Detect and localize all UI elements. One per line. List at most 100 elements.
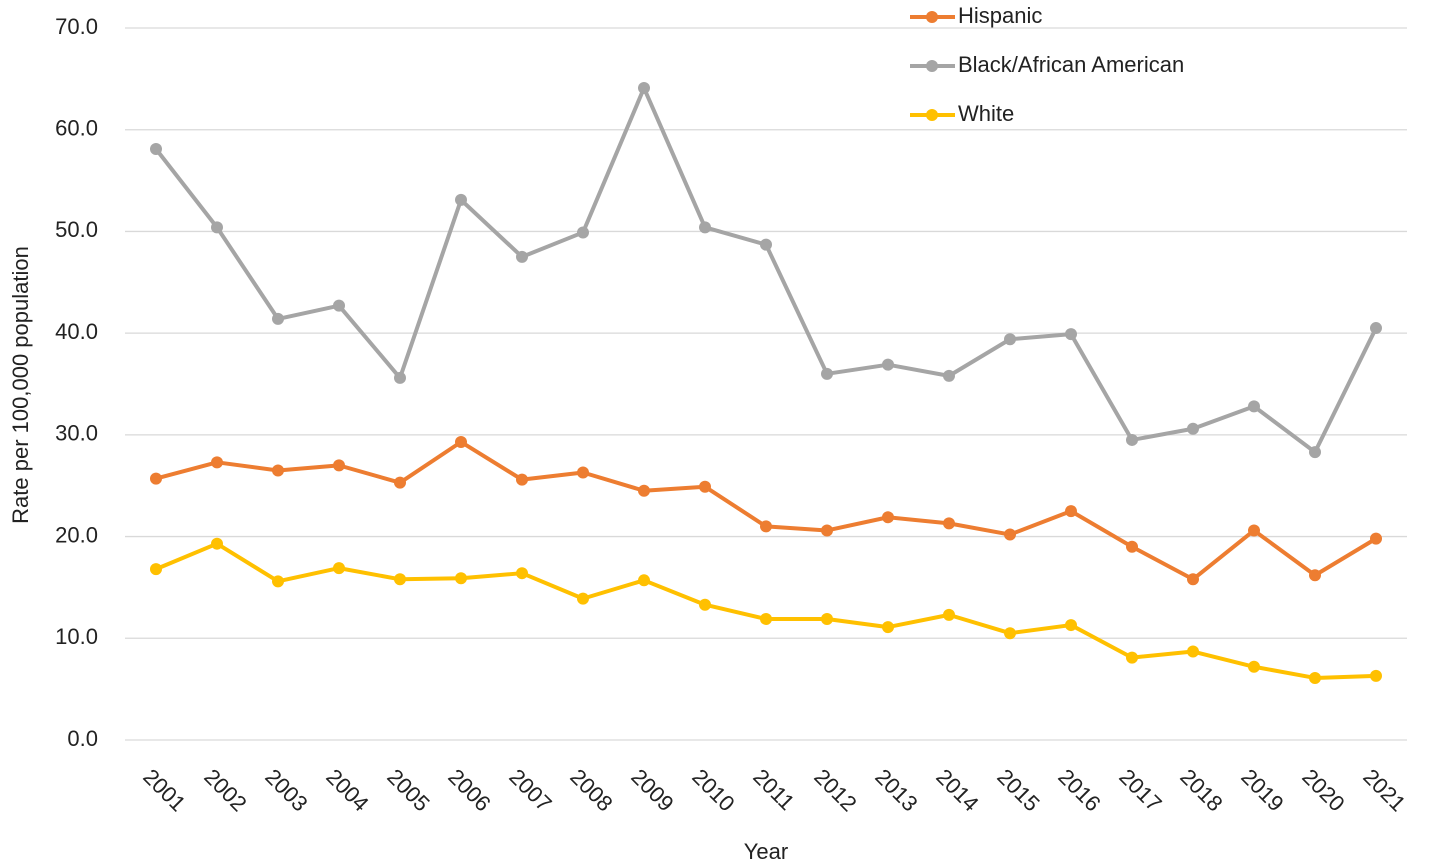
y-tick-label: 10.0 — [55, 624, 98, 649]
point — [638, 82, 650, 95]
x-tick-label: 2003 — [260, 764, 312, 816]
point — [1248, 660, 1260, 673]
point — [333, 562, 345, 575]
point — [882, 358, 894, 371]
point — [638, 484, 650, 497]
legend-label: White — [958, 101, 1014, 126]
x-tick-label: 2020 — [1297, 764, 1349, 816]
point — [638, 574, 650, 587]
point — [516, 567, 528, 580]
point — [577, 466, 589, 479]
point — [1004, 528, 1016, 541]
x-tick-label: 2013 — [870, 764, 922, 816]
point — [1187, 422, 1199, 435]
point — [943, 369, 955, 382]
x-tick-label: 2005 — [382, 764, 434, 816]
x-tick-label: 2006 — [443, 764, 495, 816]
point — [760, 612, 772, 625]
x-tick-label: 2007 — [504, 764, 556, 816]
point — [1126, 651, 1138, 664]
point — [394, 573, 406, 586]
x-tick-label: 2012 — [809, 764, 861, 816]
legend-marker — [926, 109, 938, 121]
point — [1126, 433, 1138, 446]
x-tick-label: 2009 — [626, 764, 678, 816]
point — [699, 480, 711, 493]
x-tick-label: 2008 — [565, 764, 617, 816]
legend-marker — [926, 11, 938, 23]
y-axis-title: Rate per 100,000 population — [8, 246, 33, 524]
point — [455, 435, 467, 448]
x-axis-title: Year — [744, 839, 788, 864]
point — [943, 517, 955, 530]
y-tick-label: 60.0 — [55, 116, 98, 141]
x-tick-label: 2019 — [1236, 764, 1288, 816]
point — [1248, 400, 1260, 413]
point — [1187, 645, 1199, 658]
point — [150, 472, 162, 485]
point — [333, 459, 345, 472]
point — [516, 250, 528, 263]
point — [1370, 669, 1382, 682]
legend-marker — [926, 60, 938, 72]
point — [699, 598, 711, 611]
legend-label: Black/African American — [958, 52, 1184, 77]
x-tick-label: 2017 — [1114, 764, 1166, 816]
y-tick-label: 30.0 — [55, 421, 98, 446]
point — [821, 367, 833, 380]
x-tick-label: 2010 — [687, 764, 739, 816]
legend-label: Hispanic — [958, 3, 1042, 28]
point — [272, 464, 284, 477]
point — [699, 221, 711, 234]
point — [1309, 446, 1321, 459]
point — [1004, 333, 1016, 346]
x-tick-label: 2021 — [1358, 764, 1410, 816]
point — [821, 612, 833, 625]
point — [272, 312, 284, 325]
point — [455, 572, 467, 585]
point — [1309, 569, 1321, 582]
point — [1004, 627, 1016, 640]
point — [882, 621, 894, 634]
point — [1248, 524, 1260, 537]
point — [882, 511, 894, 524]
point — [150, 563, 162, 576]
point — [516, 473, 528, 486]
y-tick-label: 50.0 — [55, 217, 98, 242]
x-tick-label: 2011 — [748, 764, 799, 815]
x-tick-label: 2015 — [992, 764, 1044, 816]
point — [394, 371, 406, 384]
y-tick-label: 20.0 — [55, 522, 98, 547]
x-tick-label: 2001 — [138, 764, 190, 816]
point — [821, 524, 833, 537]
point — [1309, 671, 1321, 684]
series-line — [154, 86, 1378, 455]
point — [760, 520, 772, 533]
y-tick-label: 40.0 — [55, 319, 98, 344]
x-tick-label: 2016 — [1053, 764, 1105, 816]
point — [333, 299, 345, 312]
point — [394, 476, 406, 489]
point — [211, 456, 223, 469]
x-tick-label: 2002 — [199, 764, 251, 816]
point — [272, 575, 284, 588]
point — [943, 608, 955, 621]
point — [1370, 532, 1382, 545]
point — [577, 592, 589, 605]
x-tick-label: 2018 — [1175, 764, 1227, 816]
x-tick-label: 2004 — [321, 764, 373, 816]
point — [577, 226, 589, 239]
point — [150, 143, 162, 156]
point — [455, 193, 467, 206]
point — [1187, 573, 1199, 586]
point — [760, 238, 772, 251]
point — [211, 537, 223, 550]
point — [211, 221, 223, 234]
point — [1065, 328, 1077, 341]
y-tick-label: 70.0 — [55, 14, 98, 39]
point — [1370, 322, 1382, 335]
point — [1126, 540, 1138, 553]
y-tick-label: 0.0 — [67, 726, 98, 751]
